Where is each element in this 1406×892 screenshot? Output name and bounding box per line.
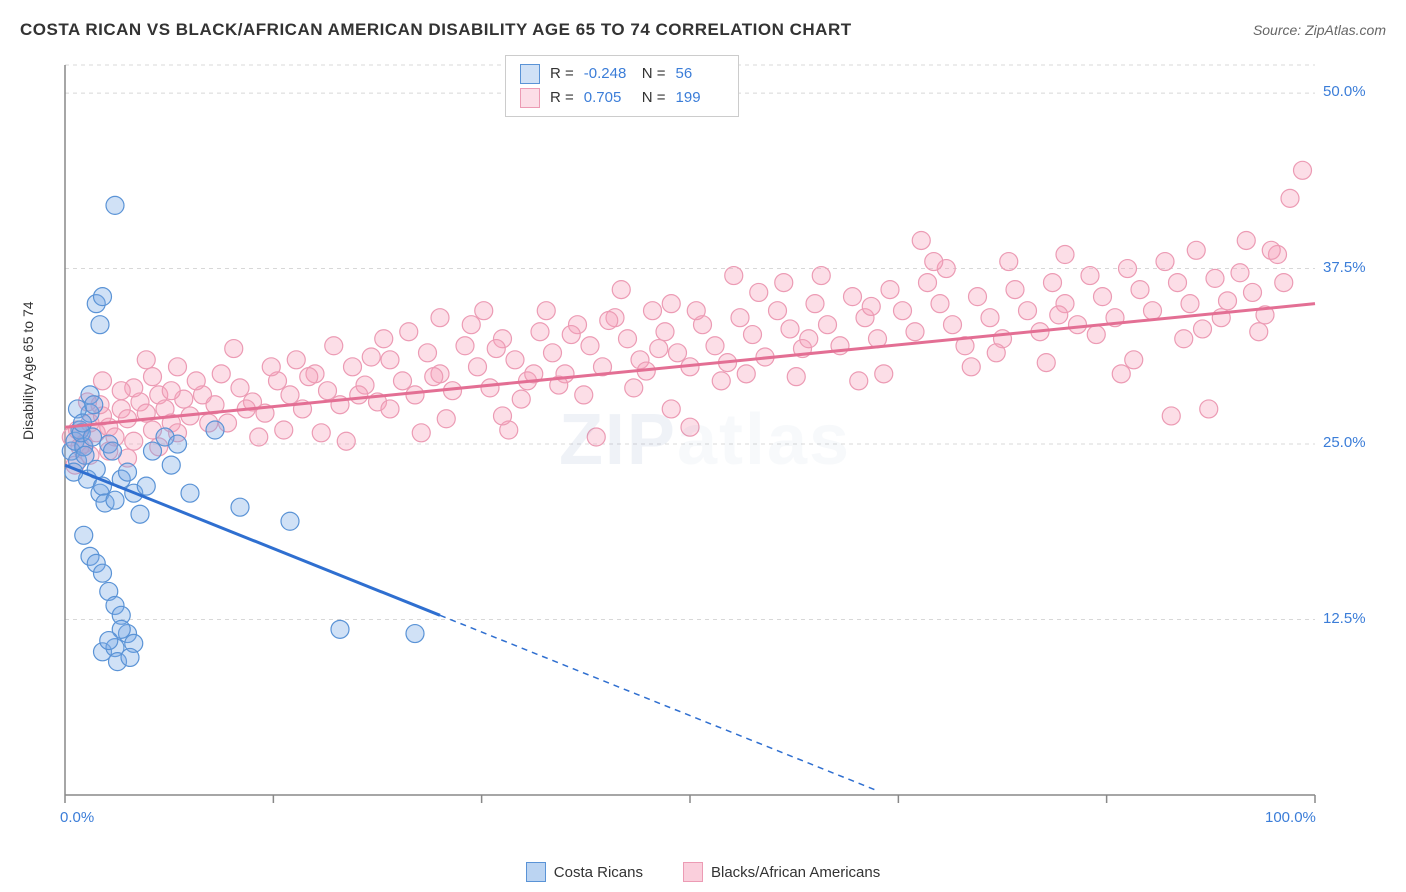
chart-header: COSTA RICAN VS BLACK/AFRICAN AMERICAN DI… xyxy=(20,20,1386,40)
source-name: ZipAtlas.com xyxy=(1305,22,1386,38)
source-attribution: Source: ZipAtlas.com xyxy=(1253,22,1386,38)
stats-n-value: 199 xyxy=(676,86,724,110)
stats-r-label: R = xyxy=(550,62,574,86)
stats-n-label: N = xyxy=(642,62,666,86)
chart-title: COSTA RICAN VS BLACK/AFRICAN AMERICAN DI… xyxy=(20,20,852,40)
x-axis-label-max: 100.0% xyxy=(1265,809,1316,826)
stats-n-value: 56 xyxy=(676,62,724,86)
stats-n-label: N = xyxy=(642,86,666,110)
bottom-legend: Costa Ricans Blacks/African Americans xyxy=(0,862,1406,882)
x-axis-label-min: 0.0% xyxy=(60,809,94,826)
y-axis-tick-label: 12.5% xyxy=(1323,610,1366,627)
legend-swatch-icon xyxy=(683,862,703,882)
y-axis-label: Disability Age 65 to 74 xyxy=(20,301,36,440)
y-axis-tick-label: 37.5% xyxy=(1323,259,1366,276)
stats-row: R = 0.705 N = 199 xyxy=(520,86,724,110)
stats-r-label: R = xyxy=(550,86,574,110)
stats-row: R = -0.248 N = 56 xyxy=(520,62,724,86)
y-axis-tick-label: 50.0% xyxy=(1323,83,1366,100)
y-axis-tick-label: 25.0% xyxy=(1323,434,1366,451)
legend-item-black-african-americans: Blacks/African Americans xyxy=(683,862,880,882)
legend-label: Blacks/African Americans xyxy=(711,864,880,881)
stats-swatch-icon xyxy=(520,88,540,108)
legend-swatch-icon xyxy=(526,862,546,882)
stats-r-value: 0.705 xyxy=(584,86,632,110)
legend-label: Costa Ricans xyxy=(554,864,643,881)
chart-area: ZIPatlas R =-0.248N =56R =0.705N =199 xyxy=(55,55,1355,825)
legend-item-costa-ricans: Costa Ricans xyxy=(526,862,643,882)
source-label: Source: xyxy=(1253,22,1301,38)
scatter-chart xyxy=(55,55,1355,825)
correlation-stats-box: R = -0.248 N = 56 R = 0.705 N = 199 xyxy=(505,55,739,117)
stats-swatch-icon xyxy=(520,64,540,84)
stats-r-value: -0.248 xyxy=(584,62,632,86)
